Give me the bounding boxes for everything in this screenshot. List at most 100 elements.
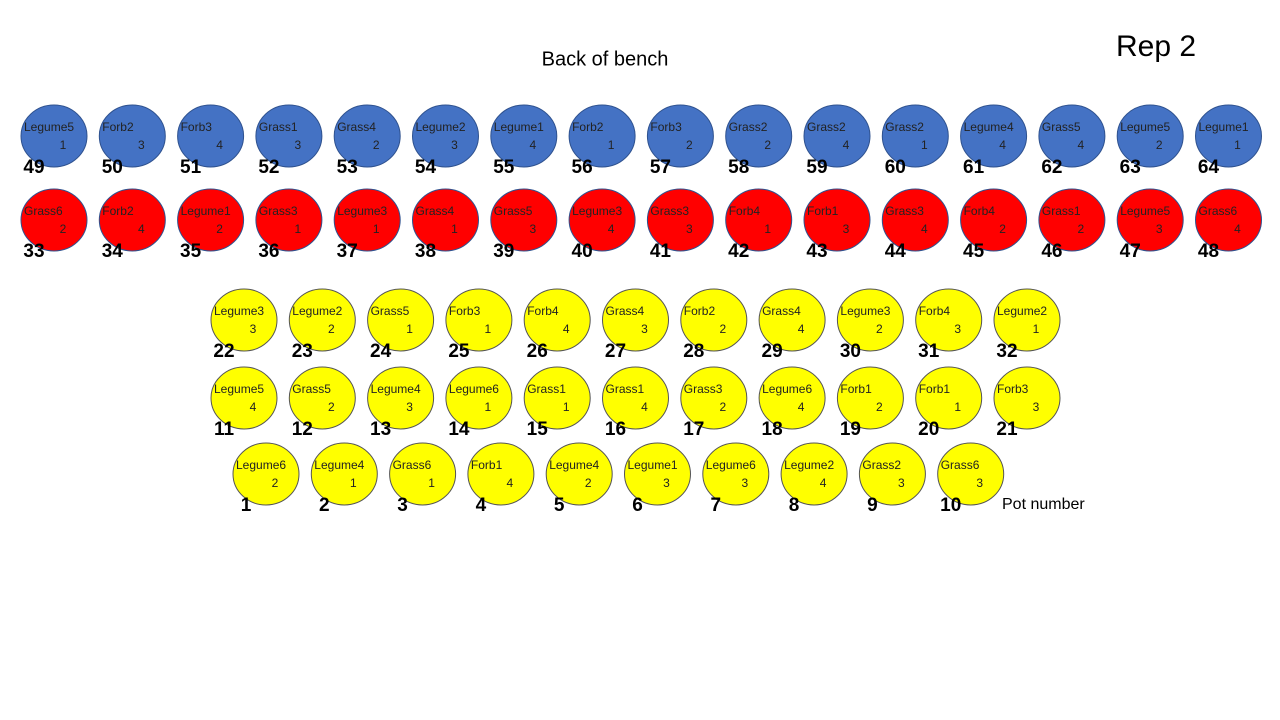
- rep-label: 3: [741, 476, 748, 490]
- rep-label: 2: [1156, 138, 1163, 152]
- rep-label: 1: [406, 322, 413, 336]
- pot-number: 39: [493, 241, 514, 262]
- rep-label: 4: [563, 322, 570, 336]
- pot: [310, 442, 378, 506]
- pot-number: 52: [258, 157, 279, 178]
- pot: [177, 188, 245, 252]
- pot: [1195, 104, 1262, 168]
- species-label: Grass3: [885, 204, 924, 218]
- pot: [758, 366, 826, 430]
- rep-label: 1: [764, 222, 771, 236]
- species-label: Forb4: [964, 204, 996, 218]
- pot-number: 4: [476, 495, 487, 516]
- pot-number: 47: [1120, 241, 1141, 262]
- species-label: Legume2: [784, 458, 834, 472]
- pot-number: 18: [762, 419, 783, 440]
- species-label: Forb3: [449, 304, 481, 318]
- rep-label: 3: [250, 322, 257, 336]
- rep-label: 4: [999, 138, 1006, 152]
- pot-number: 31: [918, 341, 940, 362]
- rep-label: 3: [843, 222, 850, 236]
- pot-number: 12: [292, 419, 313, 440]
- pot: [490, 188, 558, 252]
- rep-label: 1: [428, 476, 435, 490]
- pot-number: 22: [213, 341, 234, 362]
- rep-label: 1: [373, 222, 380, 236]
- pot-number: 36: [258, 241, 279, 262]
- pot-number: 54: [415, 157, 437, 178]
- pot-number: 43: [806, 241, 827, 262]
- species-label: Legume2: [997, 304, 1047, 318]
- pot: [702, 442, 770, 506]
- species-label: Legume5: [1120, 204, 1170, 218]
- pot-number: 23: [292, 341, 313, 362]
- rep-label: 3: [138, 138, 145, 152]
- species-label: Legume4: [964, 120, 1014, 134]
- species-label: Grass4: [762, 304, 801, 318]
- species-label: Legume1: [181, 204, 231, 218]
- species-label: Forb3: [997, 382, 1029, 396]
- pot: [255, 104, 323, 168]
- pot-number: 34: [102, 241, 124, 262]
- rep-label: 3: [641, 322, 648, 336]
- rep-label: 1: [295, 222, 302, 236]
- pot: [1116, 104, 1184, 168]
- pot: [568, 188, 636, 252]
- pot: [1116, 188, 1184, 252]
- rep-label: 2: [373, 138, 380, 152]
- pot: [680, 366, 748, 430]
- pot: [412, 188, 479, 252]
- species-label: Forb4: [919, 304, 951, 318]
- pot: [232, 442, 300, 506]
- rep-label: 3: [451, 138, 458, 152]
- species-label: Grass4: [606, 304, 645, 318]
- pot-number: 42: [728, 241, 749, 262]
- rep-label: 2: [585, 476, 592, 490]
- species-label: Legume5: [1120, 120, 1170, 134]
- species-label: Grass6: [393, 458, 432, 472]
- pot: [98, 104, 166, 168]
- pot: [367, 288, 435, 352]
- species-label: Legume6: [449, 382, 499, 396]
- pot-number: 51: [180, 157, 202, 178]
- rep-label: 3: [406, 400, 413, 414]
- pot-number: 35: [180, 241, 202, 262]
- rep-label: 1: [451, 222, 458, 236]
- pot-number: 13: [370, 419, 391, 440]
- species-label: Grass5: [292, 382, 331, 396]
- pot: [937, 442, 1005, 506]
- pot-number: 38: [415, 241, 436, 262]
- rep-label: 3: [663, 476, 670, 490]
- rep-label: 2: [1078, 222, 1085, 236]
- pot: [1195, 188, 1262, 252]
- rep-label: 4: [798, 400, 805, 414]
- pot: [758, 288, 826, 352]
- pot: [412, 104, 479, 168]
- species-label: Grass3: [684, 382, 723, 396]
- species-label: Grass5: [371, 304, 410, 318]
- pot: [915, 288, 983, 352]
- pot-number: 25: [448, 341, 470, 362]
- species-label: Grass4: [337, 120, 376, 134]
- pot-number: 10: [940, 495, 961, 516]
- pot-number: 14: [448, 419, 470, 440]
- rep-label: 1: [608, 138, 615, 152]
- pot-number: 29: [762, 341, 783, 362]
- pot: [680, 288, 748, 352]
- species-label: Grass3: [259, 204, 298, 218]
- pot-number: 49: [23, 157, 44, 178]
- rep-label: 2: [876, 400, 883, 414]
- pot: [993, 288, 1061, 352]
- pot: [568, 104, 636, 168]
- pot-number: 50: [102, 157, 123, 178]
- species-label: Forb1: [919, 382, 951, 396]
- pot-number: 24: [370, 341, 392, 362]
- rep-label: 4: [1078, 138, 1085, 152]
- pot: [367, 366, 435, 430]
- pot-number: 64: [1198, 157, 1220, 178]
- pot: [960, 104, 1028, 168]
- pot: [255, 188, 323, 252]
- pot: [20, 104, 88, 168]
- species-label: Grass2: [807, 120, 846, 134]
